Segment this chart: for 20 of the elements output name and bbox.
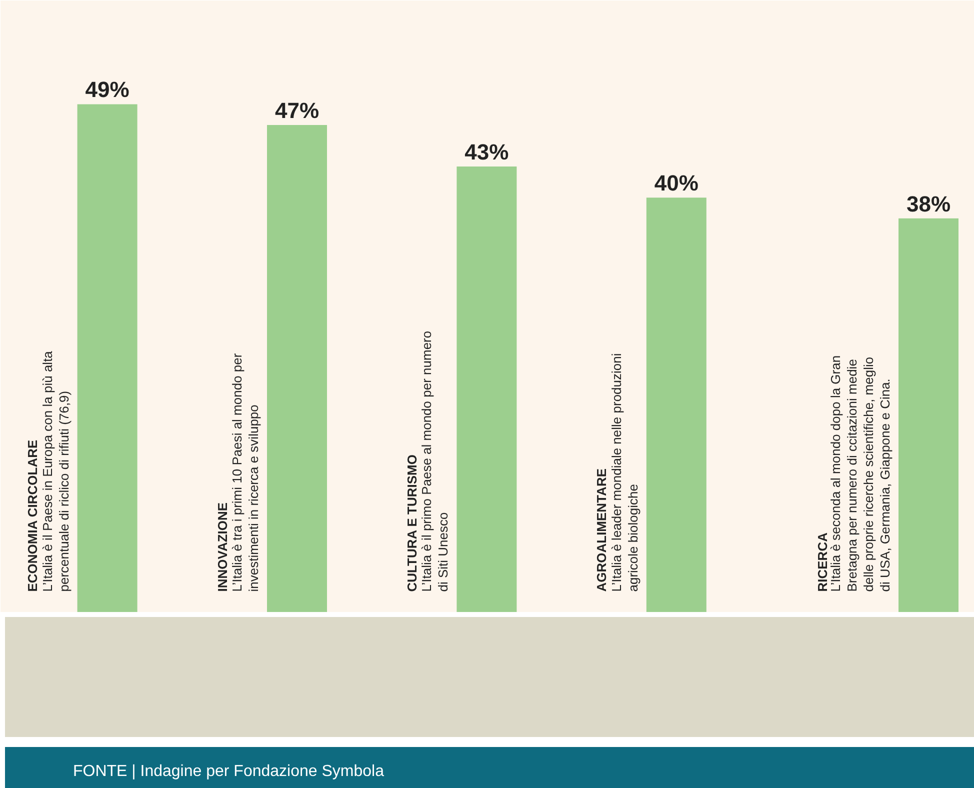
- annotation: INNOVAZIONE: [214, 502, 230, 592]
- annotation: RICERCA: [815, 532, 830, 592]
- annotation: L’Italia è seconda al mondo dopo la Gran Bretagna per numero di ccitazioni medie delle proprie ricerche scientifiche, meglio di USA, Germania, Giappone e Cina.: [828, 355, 892, 592]
- bar: [77, 104, 138, 612]
- annotation: L’Italia è leader mondiale nelle produzioni agricole biologiche: [608, 353, 640, 592]
- data-label: 40%: [654, 170, 698, 196]
- annotation: L’Italia è il primo Paese al mondo per numero di Siti Unesco: [419, 330, 451, 592]
- annotation: ECONOMIA CIRCOLARE: [25, 440, 40, 592]
- data-label: 38%: [906, 191, 951, 216]
- annotation: CULTURA E TURISMO: [404, 454, 420, 592]
- bar: [646, 198, 706, 612]
- bar: [456, 166, 517, 612]
- annotation: AGROALIMENTARE: [594, 468, 610, 592]
- annotation: L’Italia è il Paese in Europa con la più alta percentuale di riclico di rifiuti (76,9): [40, 350, 72, 592]
- data-label: 43%: [464, 139, 509, 164]
- data-label: 49%: [85, 77, 130, 102]
- source-note: FONTE | Indagine per Fondazione Symbola: [73, 762, 384, 782]
- bar: [267, 124, 327, 612]
- annotation: L’Italia è tra i primi 10 Paesi al mondo per investimenti in ricerca e sviluppo: [230, 352, 261, 592]
- data-label: 47%: [274, 98, 320, 123]
